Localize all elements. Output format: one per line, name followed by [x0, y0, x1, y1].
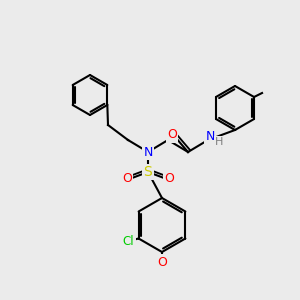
Text: N: N [205, 130, 215, 143]
Text: O: O [164, 172, 174, 184]
Text: O: O [122, 172, 132, 184]
Text: O: O [157, 256, 167, 268]
Text: H: H [215, 137, 223, 147]
Text: N: N [143, 146, 153, 158]
Text: O: O [167, 128, 177, 142]
Text: Cl: Cl [123, 235, 134, 248]
Text: S: S [144, 165, 152, 179]
